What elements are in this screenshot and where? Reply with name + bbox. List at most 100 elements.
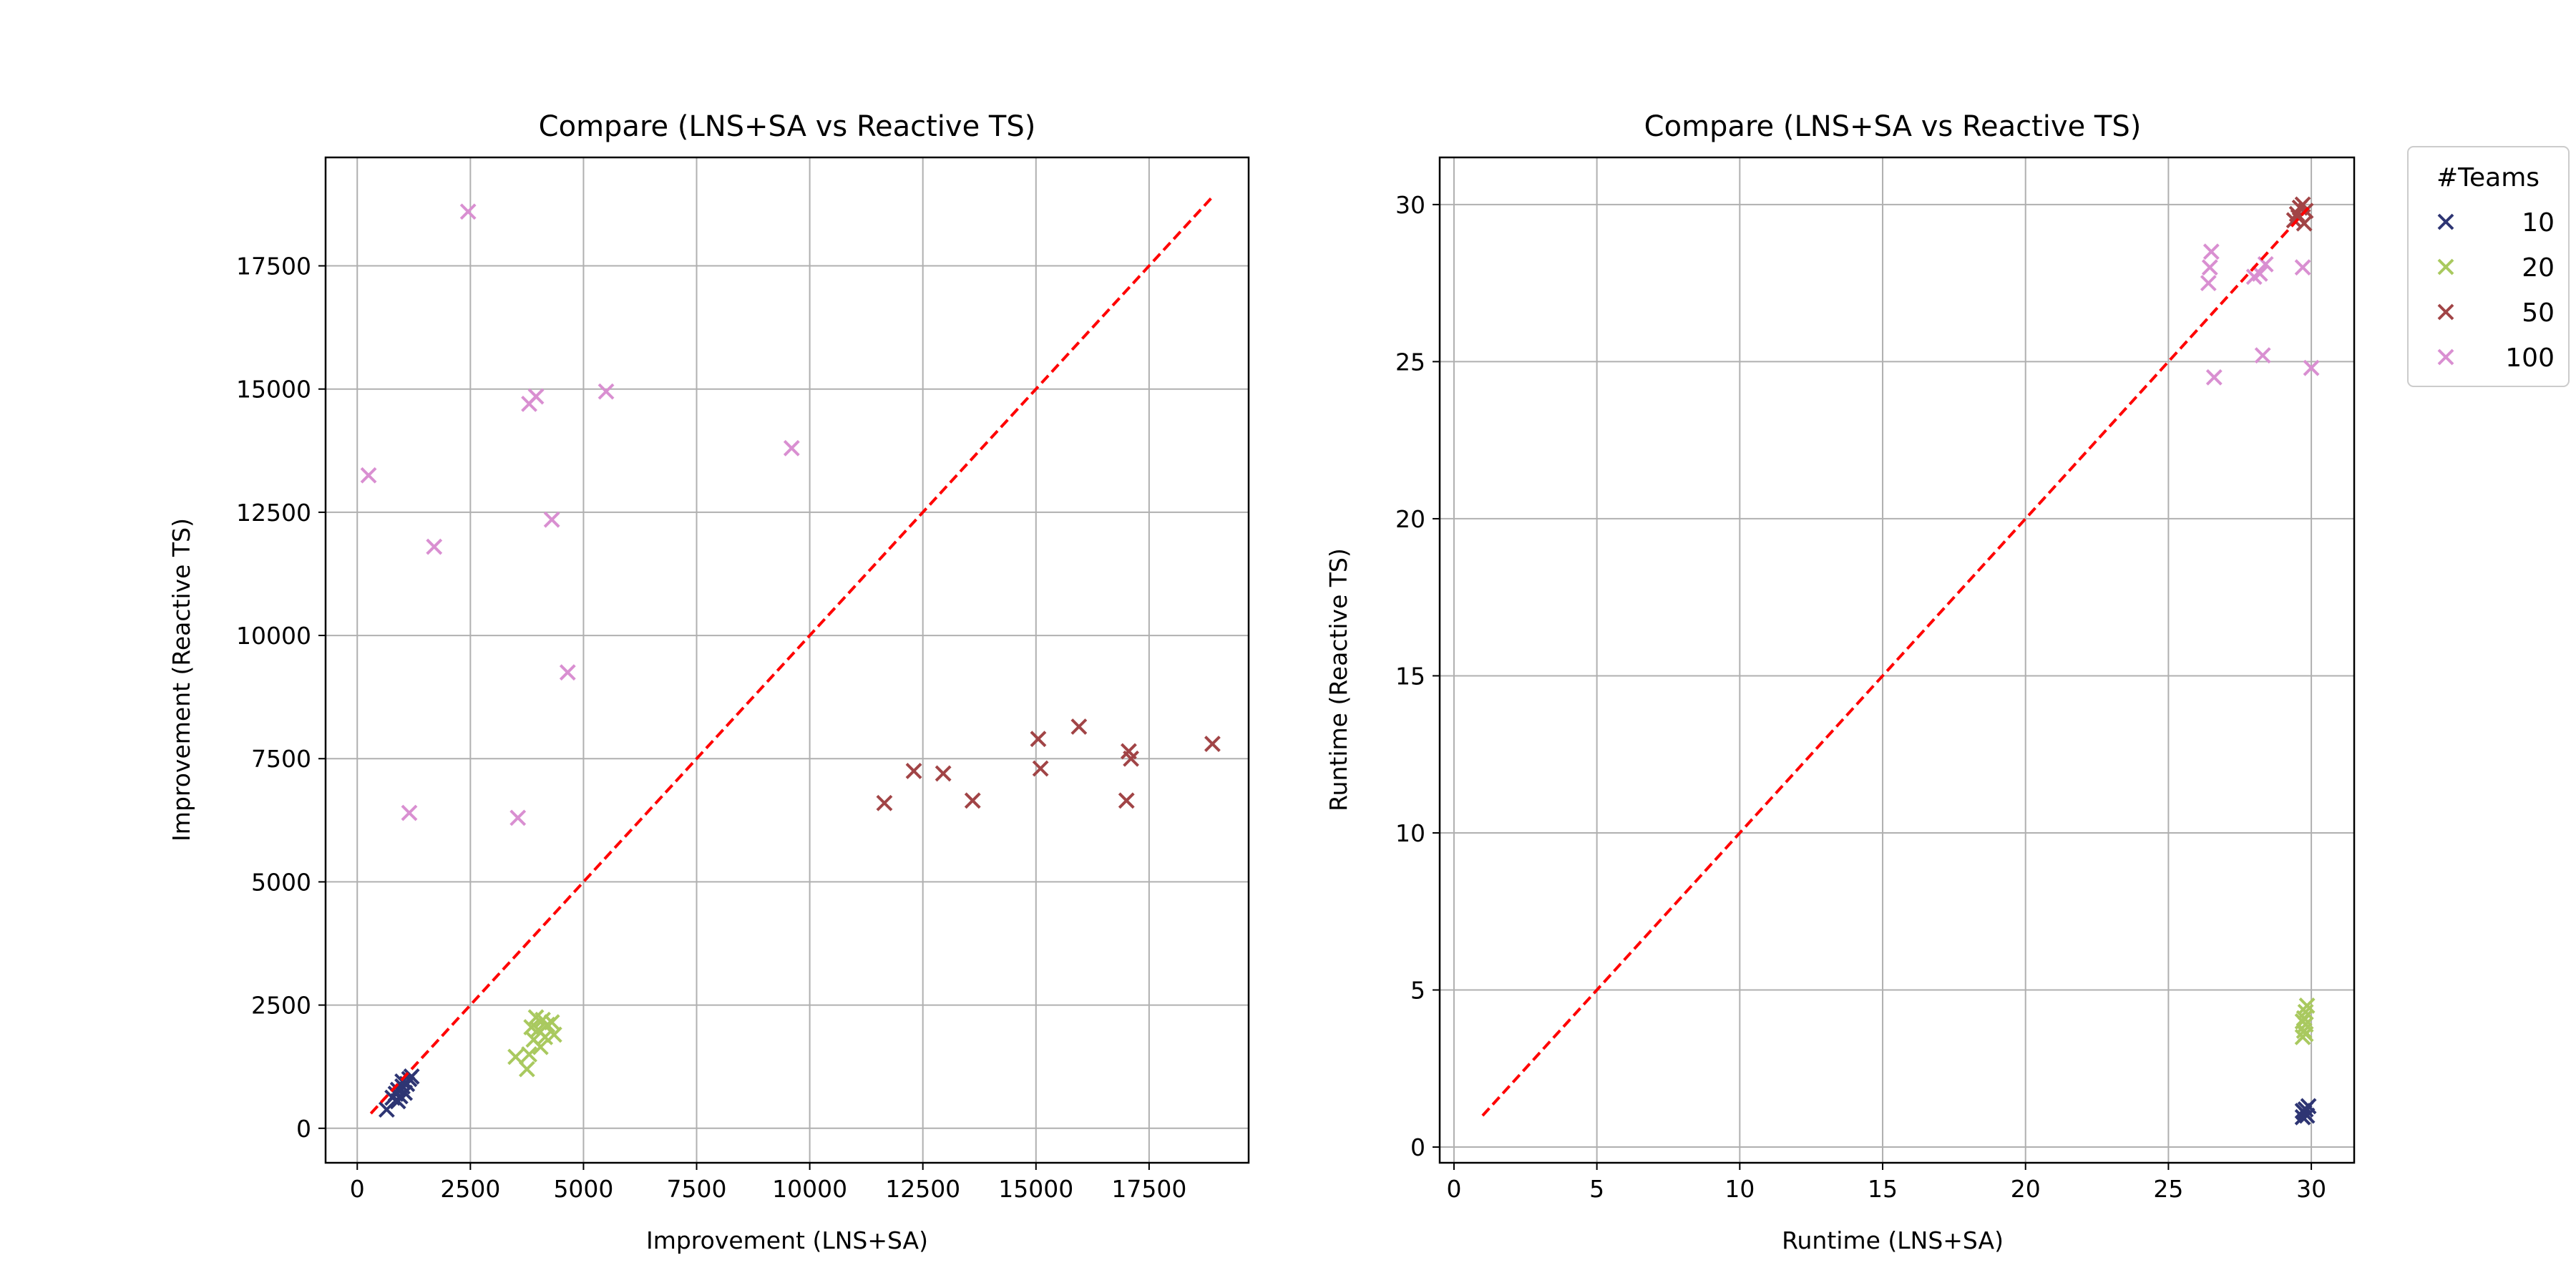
chart-left: Compare (LNS+SA vs Reactive TS) Improvem…: [167, 110, 1250, 1254]
chart-left-xtick-label: 15000: [998, 1175, 1073, 1203]
chart-left-ytick-label: 17500: [236, 253, 311, 280]
chart-left-reference-line: [369, 195, 1214, 1115]
legend-marker-50: [2437, 303, 2454, 321]
chart-right: Compare (LNS+SA vs Reactive TS) Runtime …: [1324, 110, 2356, 1254]
chart-left-xlabel: Improvement (LNS+SA): [646, 1226, 928, 1254]
legend-marker-10: [2437, 213, 2454, 230]
chart-left-point-100: [401, 804, 418, 821]
chart-left-point-50: [964, 792, 981, 809]
chart-right-ytick-label: 20: [1395, 505, 1425, 533]
chart-right-point-50: [2296, 215, 2313, 232]
chart-left-point-100: [543, 511, 560, 528]
legend-label-50: 50: [2522, 298, 2555, 328]
legend-entry-20: 20: [2437, 253, 2555, 283]
chart-left-point-20: [521, 1046, 537, 1063]
legend-label-20: 20: [2522, 253, 2555, 283]
chart-right-point-100: [2251, 265, 2268, 282]
legend-entry-10: 10: [2437, 208, 2555, 238]
chart-left-point-20: [518, 1060, 535, 1078]
chart-right-xtick-label: 10: [1724, 1175, 1755, 1203]
chart-left-xtick-label: 17500: [1111, 1175, 1186, 1203]
chart-right-ytick-label: 10: [1395, 819, 1425, 847]
chart-left-xtick-label: 0: [350, 1175, 365, 1203]
chart-right-point-100: [2294, 259, 2311, 276]
chart-right-point-100: [2202, 243, 2220, 260]
chart-left-point-100: [597, 383, 615, 400]
chart-left-point-100: [527, 388, 545, 405]
chart-right-ytick-label: 15: [1395, 662, 1425, 690]
chart-left-point-50: [1204, 736, 1221, 752]
chart-left-xtick-label: 7500: [667, 1175, 727, 1203]
chart-left-point-50: [935, 765, 952, 782]
chart-left-xtick-label: 12500: [885, 1175, 960, 1203]
chart-right-point-10: [2294, 1103, 2311, 1119]
chart-left-point-20: [539, 1016, 556, 1033]
chart-right-ytick-label: 30: [1395, 191, 1425, 219]
chart-left-point-10: [378, 1101, 395, 1118]
chart-left-point-100: [783, 439, 800, 457]
chart-left-point-50: [876, 794, 893, 811]
chart-left-ytick-label: 10000: [236, 622, 311, 650]
legend-label-100: 100: [2505, 343, 2555, 373]
chart-left-plot: 0 2500 5000 7500 10000 12500 15000 17500 0 2500 50…: [236, 156, 1250, 1203]
chart-left-ylabel: Improvement (Reactive TS): [167, 518, 195, 841]
chart-right-xtick-label: 15: [1868, 1175, 1898, 1203]
chart-right-point-100: [2254, 347, 2271, 364]
chart-right-xlabel: Runtime (LNS+SA): [1782, 1226, 2004, 1254]
chart-left-point-100: [559, 664, 576, 681]
chart-right-point-100: [2201, 259, 2218, 276]
chart-left-point-50: [1070, 718, 1088, 735]
chart-right-xtick-label: 25: [2153, 1175, 2183, 1203]
chart-right-point-20: [2297, 1025, 2314, 1043]
chart-left-point-10: [403, 1068, 420, 1085]
chart-left-ytick-label: 12500: [236, 499, 311, 527]
legend: #Teams 10 20 50 100: [2407, 146, 2570, 387]
chart-left-xtick-label: 2500: [440, 1175, 500, 1203]
legend-marker-100: [2437, 348, 2454, 366]
legend-entry-50: 50: [2437, 298, 2555, 328]
chart-left-point-100: [426, 538, 443, 555]
chart-left-point-50: [1032, 760, 1049, 777]
chart-left-point-100: [360, 467, 377, 484]
chart-left-point-50: [905, 763, 922, 779]
chart-right-ytick-label: 25: [1395, 348, 1425, 376]
chart-right-axes-frame: [1438, 156, 2356, 1164]
chart-right-point-20: [2294, 1013, 2311, 1030]
chart-right-ytick-label: 0: [1410, 1133, 1425, 1161]
chart-left-point-20: [543, 1014, 560, 1031]
legend-label-10: 10: [2522, 208, 2555, 238]
legend-entry-100: 100: [2437, 343, 2555, 373]
chart-left-ytick-label: 7500: [251, 745, 311, 773]
chart-left-point-50: [1030, 731, 1047, 748]
chart-left-point-50: [1123, 750, 1140, 767]
chart-left-point-100: [459, 203, 477, 220]
chart-left-ytick-label: 0: [296, 1115, 311, 1143]
chart-right-ylabel: Runtime (Reactive TS): [1324, 548, 1352, 811]
chart-right-title: Compare (LNS+SA vs Reactive TS): [1644, 110, 2142, 143]
chart-right-point-100: [2200, 275, 2217, 292]
chart-left-point-50: [1118, 792, 1135, 809]
legend-entries: 10 20 50 100: [2437, 208, 2555, 373]
chart-left-ytick-label: 2500: [251, 992, 311, 1020]
chart-right-xtick-label: 0: [1446, 1175, 1461, 1203]
chart-left-ytick-label: 5000: [251, 868, 311, 896]
legend-box: [2407, 146, 2570, 387]
chart-right-point-20: [2298, 997, 2316, 1014]
chart-right-plot: 0 5 10 15 20 25 30 0 5 10 15 20 25 30: [1395, 156, 2356, 1203]
chart-right-xtick-label: 5: [1589, 1175, 1604, 1203]
legend-marker-20: [2437, 258, 2454, 275]
chart-right-reference-line: [1481, 203, 2313, 1117]
chart-right-point-100: [2303, 359, 2320, 376]
chart-left-point-20: [532, 1038, 549, 1055]
chart-right-xtick-label: 20: [2011, 1175, 2041, 1203]
chart-right-point-100: [2257, 255, 2274, 273]
chart-left-point-100: [509, 809, 527, 826]
legend-title: #Teams: [2436, 163, 2540, 192]
chart-right-xtick-label: 30: [2296, 1175, 2326, 1203]
chart-left-ytick-label: 15000: [236, 376, 311, 404]
chart-left-xtick-label: 10000: [772, 1175, 847, 1203]
chart-left-title: Compare (LNS+SA vs Reactive TS): [539, 110, 1036, 143]
chart-left-point-20: [545, 1026, 562, 1043]
chart-right-point-100: [2205, 369, 2223, 386]
